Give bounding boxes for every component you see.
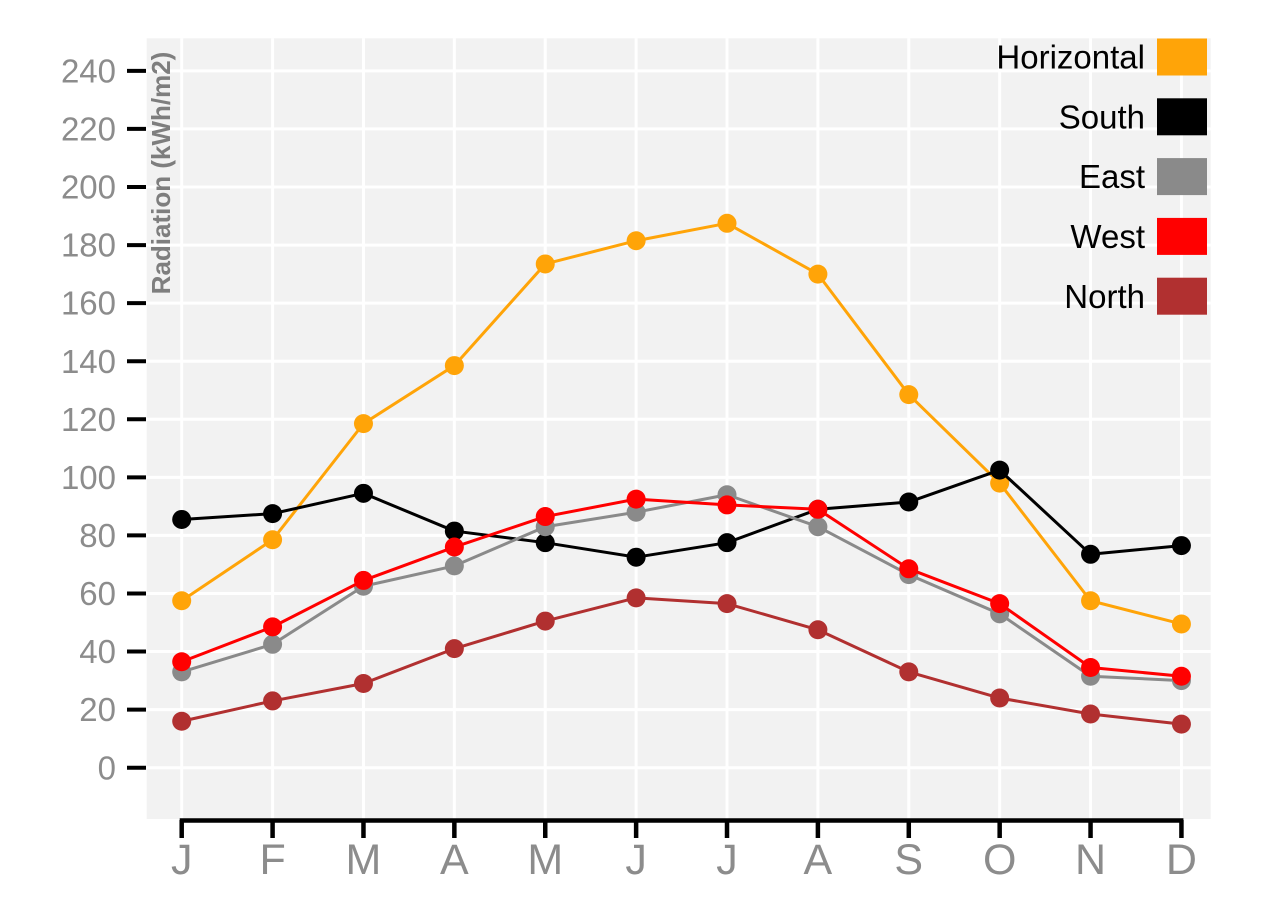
y-tick-label: 200 [61, 169, 116, 206]
data-point-east [444, 556, 464, 576]
x-tick-label: J [716, 836, 738, 884]
data-point-south [172, 509, 192, 529]
data-point-north [899, 662, 919, 682]
data-point-north [172, 711, 192, 731]
x-tick-label: J [625, 836, 647, 884]
data-point-horizontal [717, 213, 737, 233]
x-tick-label: J [171, 836, 193, 884]
legend-label-horizontal: Horizontal [996, 39, 1145, 76]
data-point-west [172, 652, 192, 672]
legend-swatch-north [1157, 277, 1207, 315]
data-point-south [1081, 544, 1101, 564]
plot-panel [146, 38, 1211, 820]
y-axis-title: Radiation (kWh/m2) [146, 52, 176, 295]
legend-swatch-south [1157, 98, 1207, 136]
data-point-south [263, 504, 283, 524]
data-point-west [808, 499, 828, 519]
legend-swatch-horizontal [1157, 38, 1207, 76]
series-line-horizontal [180, 221, 1183, 626]
data-point-horizontal [626, 231, 646, 251]
data-point-west [263, 617, 283, 637]
data-point-horizontal [899, 385, 919, 405]
data-point-north [353, 673, 373, 693]
y-tick-label: 0 [98, 749, 116, 786]
data-point-west [626, 489, 646, 509]
legend-label-east: East [1079, 158, 1145, 195]
data-point-horizontal [1081, 591, 1101, 611]
x-tick-label: M [527, 836, 563, 884]
data-point-north [626, 588, 646, 608]
x-tick-label: A [804, 836, 833, 884]
data-point-south [1171, 536, 1191, 556]
y-tick-label: 60 [79, 575, 116, 612]
legend-swatch-west [1157, 217, 1207, 255]
data-point-east [626, 502, 646, 522]
y-tick-label: 100 [61, 459, 116, 496]
series-line-north [180, 596, 1183, 726]
data-point-east [263, 634, 283, 654]
x-tick-label: S [894, 836, 923, 884]
series-line-west [180, 497, 1183, 678]
data-point-south [626, 547, 646, 567]
data-point-north [1081, 704, 1101, 724]
legend: Horizontal South East West North [996, 38, 1207, 315]
data-point-north [808, 620, 828, 640]
series-lines [172, 213, 1191, 734]
data-point-south [717, 533, 737, 553]
data-point-horizontal [1171, 614, 1191, 634]
y-tick-label: 20 [79, 691, 116, 728]
data-point-north [263, 691, 283, 711]
data-point-south [990, 460, 1010, 480]
data-point-west [990, 594, 1010, 614]
y-tick-label: 140 [61, 343, 116, 380]
data-point-south [353, 483, 373, 503]
data-point-horizontal [808, 264, 828, 284]
data-point-south [899, 492, 919, 512]
data-point-north [990, 688, 1010, 708]
x-tick-label: F [259, 836, 285, 884]
data-point-horizontal [353, 414, 373, 434]
data-point-horizontal [444, 356, 464, 376]
y-tick-label: 120 [61, 401, 116, 438]
x-tick-label: O [983, 836, 1016, 884]
data-point-south [535, 533, 555, 553]
data-point-horizontal [172, 591, 192, 611]
axes: 0 20 40 60 80 100 120 140 160 180 200 220 240 J F M A M J J… [61, 52, 1197, 884]
data-point-west [1081, 658, 1101, 678]
legend-label-west: West [1070, 218, 1145, 255]
data-point-north [535, 611, 555, 631]
legend-swatch-east [1157, 158, 1207, 196]
data-point-south [444, 521, 464, 541]
y-tick-label: 160 [61, 285, 116, 322]
legend-label-south: South [1059, 98, 1145, 135]
y-tick-label: 240 [61, 52, 116, 89]
x-tick-label: N [1075, 836, 1106, 884]
data-point-east [808, 517, 828, 537]
data-point-north [1171, 714, 1191, 734]
data-point-horizontal [263, 530, 283, 550]
data-point-west [1171, 666, 1191, 686]
data-point-west [535, 507, 555, 527]
data-point-west [353, 570, 373, 590]
data-point-north [444, 639, 464, 659]
x-tick-label: M [346, 836, 382, 884]
y-tick-label: 40 [79, 633, 116, 670]
data-point-horizontal [535, 254, 555, 274]
data-point-horizontal [990, 473, 1010, 493]
y-tick-label: 180 [61, 227, 116, 264]
x-tick-label: D [1166, 836, 1197, 884]
y-tick-label: 220 [61, 110, 116, 147]
x-tick-label: A [440, 836, 469, 884]
legend-label-north: North [1064, 278, 1145, 315]
data-point-north [717, 594, 737, 614]
data-point-west [899, 559, 919, 579]
data-point-west [717, 495, 737, 515]
data-point-west [444, 537, 464, 557]
y-tick-label: 80 [79, 517, 116, 554]
series-line-south [180, 468, 1183, 559]
